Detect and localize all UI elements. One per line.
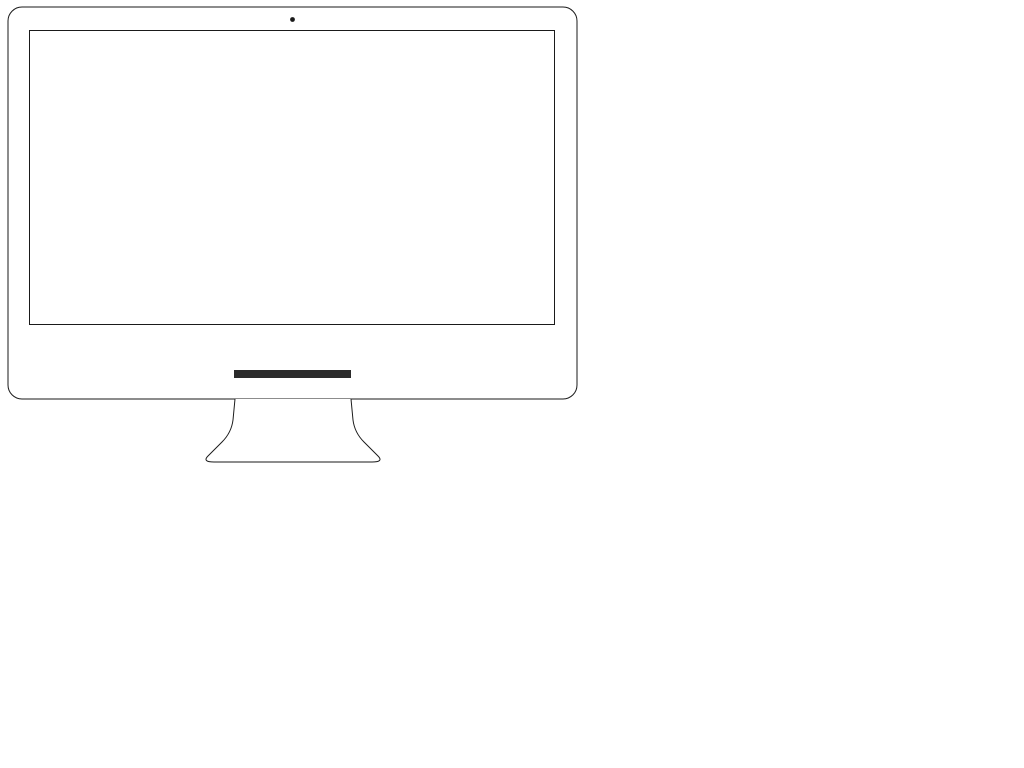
- monitor-screen: [29, 30, 555, 325]
- chin-bar: [234, 370, 351, 378]
- camera-icon: [290, 17, 295, 22]
- monitor-stand: [205, 398, 381, 463]
